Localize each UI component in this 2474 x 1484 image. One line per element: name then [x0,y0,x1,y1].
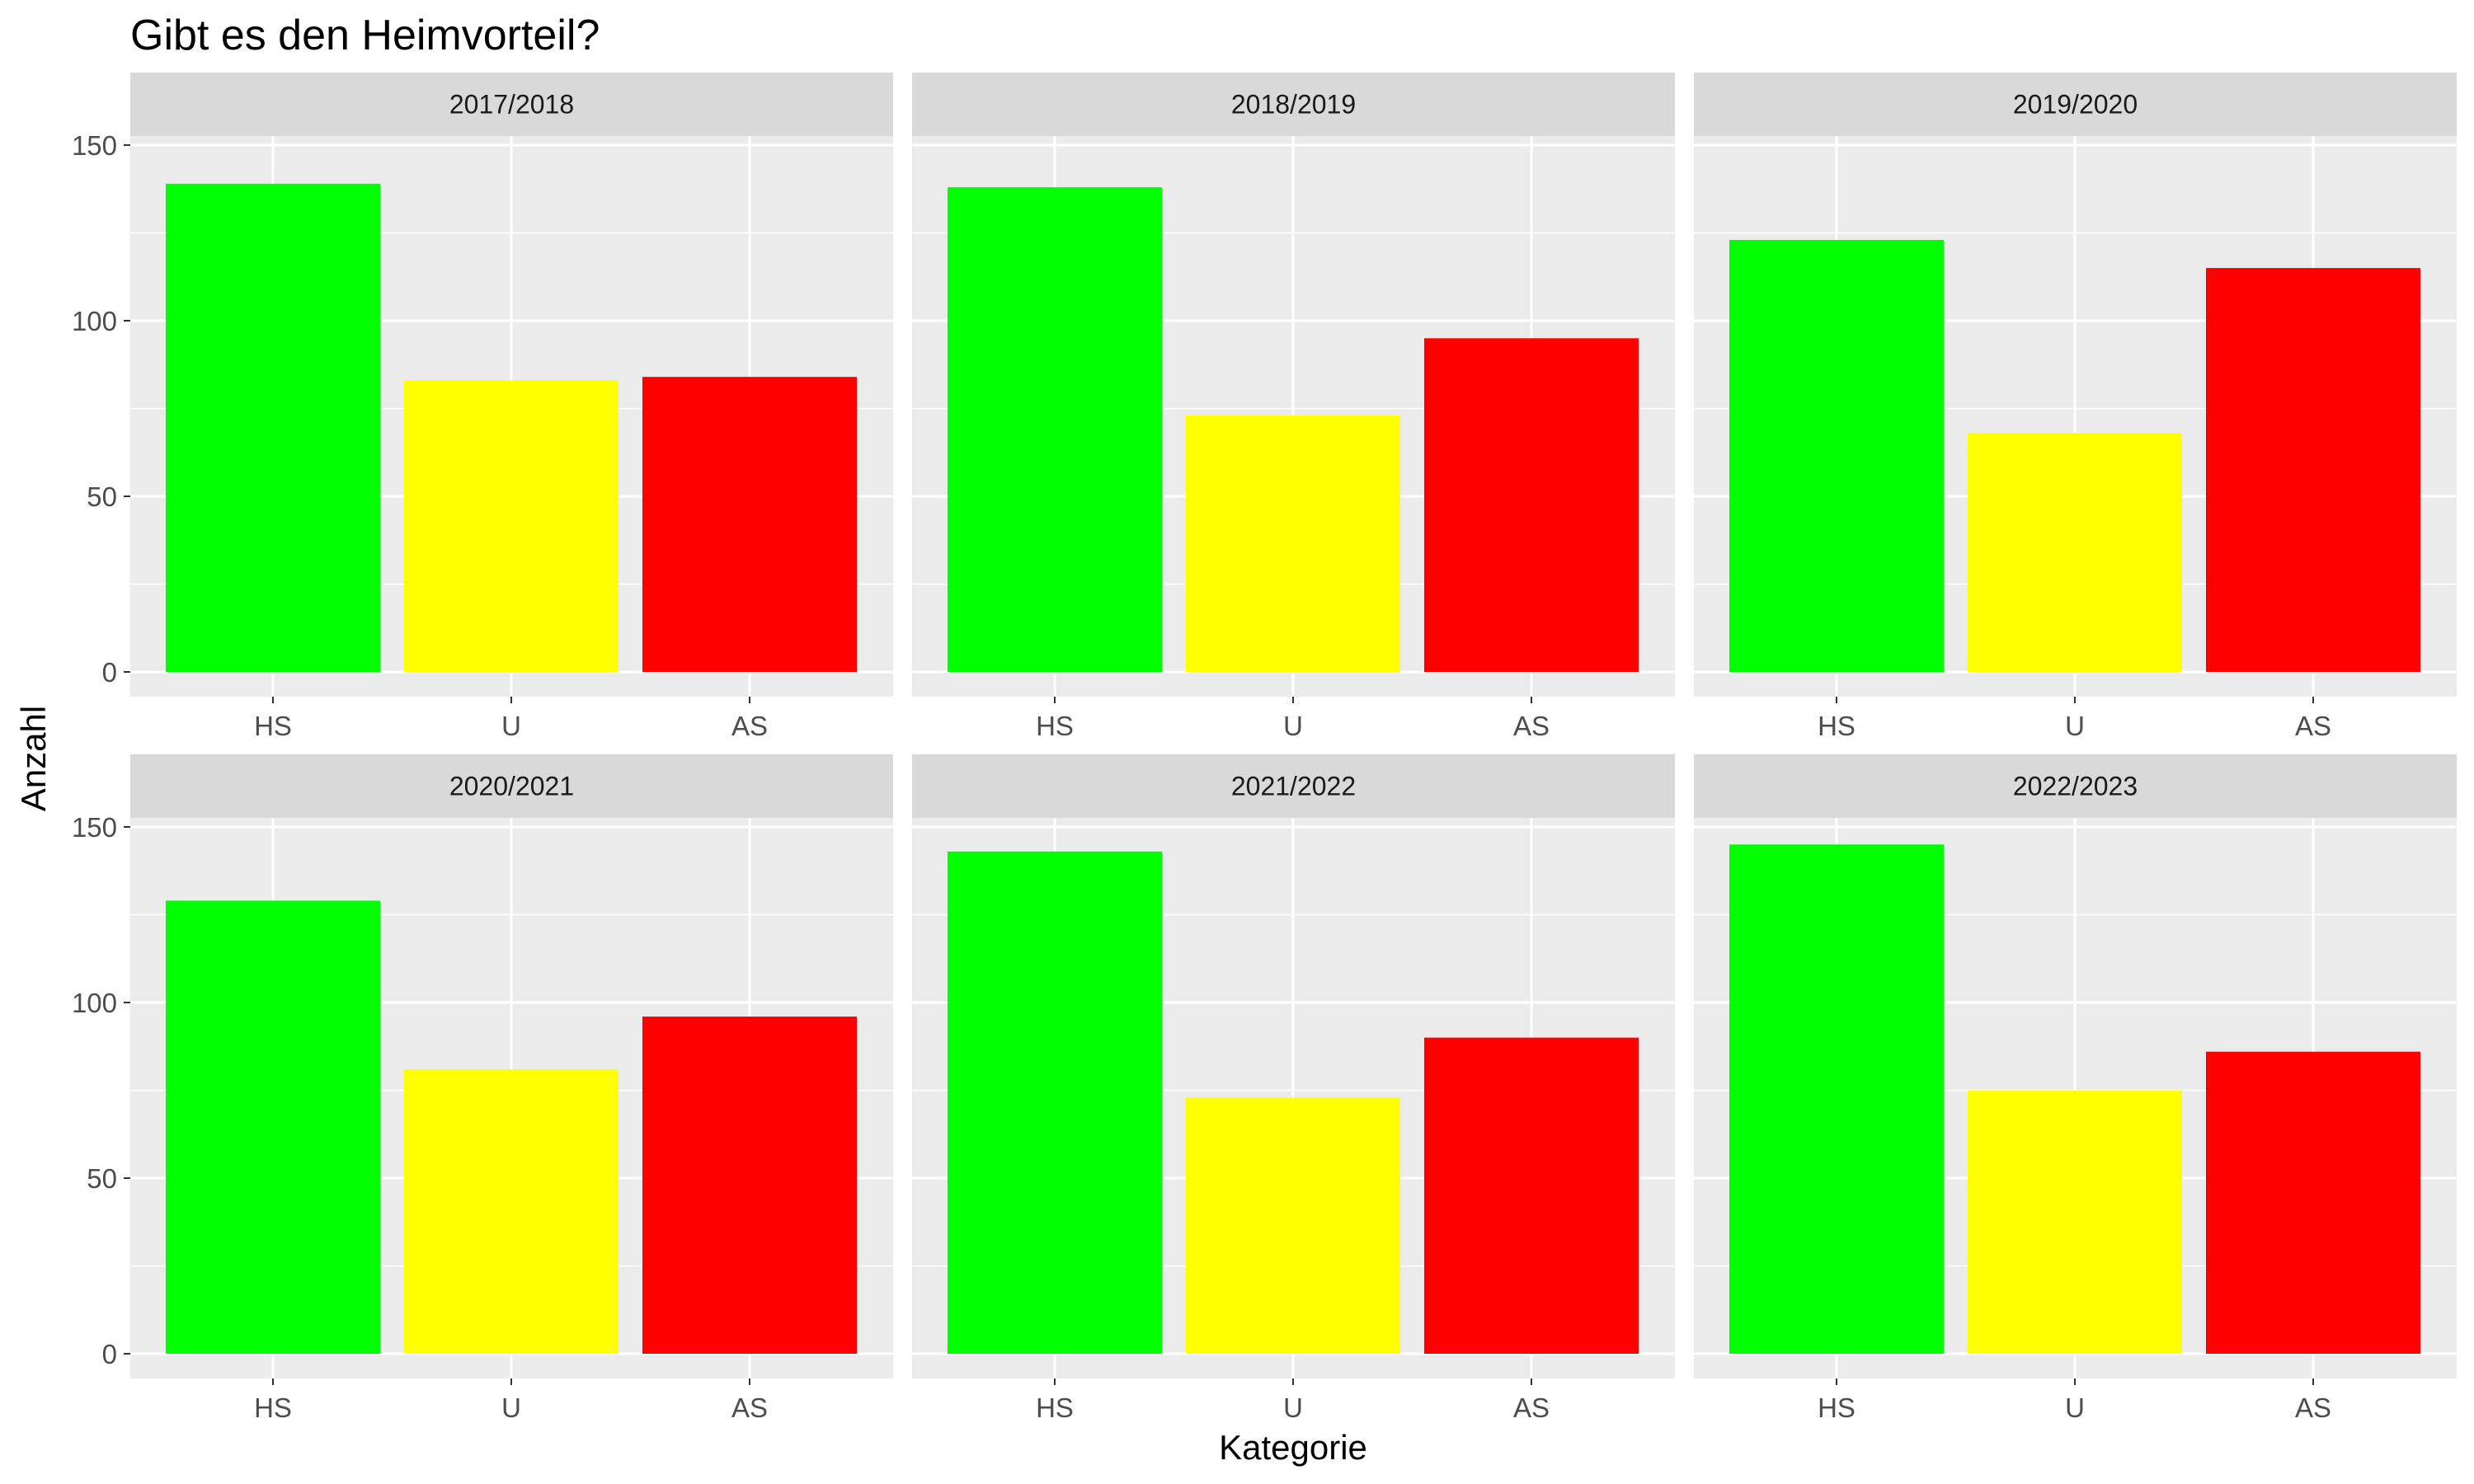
y-tick-label: 150 [72,130,117,161]
y-tick-label: 0 [102,1339,117,1369]
x-tick-label: U [501,1392,521,1423]
facet-strip-label: 2019/2020 [2013,90,2138,120]
y-tick-label: 0 [102,657,117,688]
facet-strip-label: 2020/2021 [449,772,574,801]
facet-strip [1694,73,2457,136]
x-axis-title: Kategorie [1219,1428,1367,1467]
x-tick-label: HS [1818,711,1856,741]
bar-as [1424,1037,1639,1354]
facet-strip-label: 2018/2019 [1231,90,1356,120]
x-tick-label: HS [254,1392,292,1423]
facet-strip-label: 2021/2022 [1231,772,1356,801]
facet-strip [912,73,1675,136]
x-tick-label: HS [1036,711,1074,741]
y-tick-label: 150 [72,812,117,843]
bar-hs [1729,844,1944,1354]
bar-u [1968,433,2182,672]
x-tick-label: HS [1036,1392,1074,1423]
facet-strip [130,73,893,136]
x-tick-label: AS [2295,711,2331,741]
bar-u [1186,1097,1400,1354]
facet-strip [912,754,1675,818]
facet-panel-2020-2021: 2020/2021 HS U AS 0 50 100 150 [72,754,893,1423]
bar-as [642,377,857,672]
facet-panel-2018-2019: 2018/2019 HS U AS [912,73,1675,741]
bar-hs [948,851,1162,1354]
facet-panel-2021-2022: 2021/2022 HS U AS [912,754,1675,1423]
y-tick-label: 100 [72,306,117,336]
y-tick-label: 100 [72,988,117,1018]
x-tick-label: U [2065,1392,2085,1423]
x-tick-label: AS [1513,711,1550,741]
bar-u [1968,1090,2182,1354]
bar-u [404,380,618,672]
x-tick-label: U [2065,711,2085,741]
facet-panel-2017-2018: 2017/2018 HS U AS 0 50 100 150 [72,73,893,741]
x-tick-label: AS [2295,1392,2331,1423]
x-tick-label: HS [254,711,292,741]
x-tick-label: U [1283,1392,1303,1423]
bar-hs [1729,240,1944,672]
bar-u [1186,416,1400,672]
y-tick-label: 50 [87,481,117,512]
x-tick-label: U [501,711,521,741]
bar-u [404,1068,618,1354]
facet-strip [1694,754,2457,818]
bar-as [1424,338,1639,672]
y-tick-label: 50 [87,1163,117,1194]
x-tick-label: AS [731,711,768,741]
x-tick-label: AS [1513,1392,1550,1423]
x-tick-label: U [1283,711,1303,741]
chart-title: Gibt es den Heimvorteil? [130,12,600,59]
facet-strip [130,754,893,818]
bar-as [642,1017,857,1354]
facet-panel-2019-2020: 2019/2020 HS U AS [1694,73,2457,741]
bar-as [2206,1051,2420,1354]
bar-hs [948,187,1162,672]
facet-panel-2022-2023: 2022/2023 HS U AS [1694,754,2457,1423]
bar-as [2206,268,2420,672]
x-tick-label: AS [731,1392,768,1423]
facet-strip-label: 2017/2018 [449,90,574,120]
bar-hs [166,183,380,673]
bar-hs [166,900,380,1354]
x-tick-label: HS [1818,1392,1856,1423]
facet-strip-label: 2022/2023 [2013,772,2138,801]
y-axis-title: Anzahl [14,706,53,811]
